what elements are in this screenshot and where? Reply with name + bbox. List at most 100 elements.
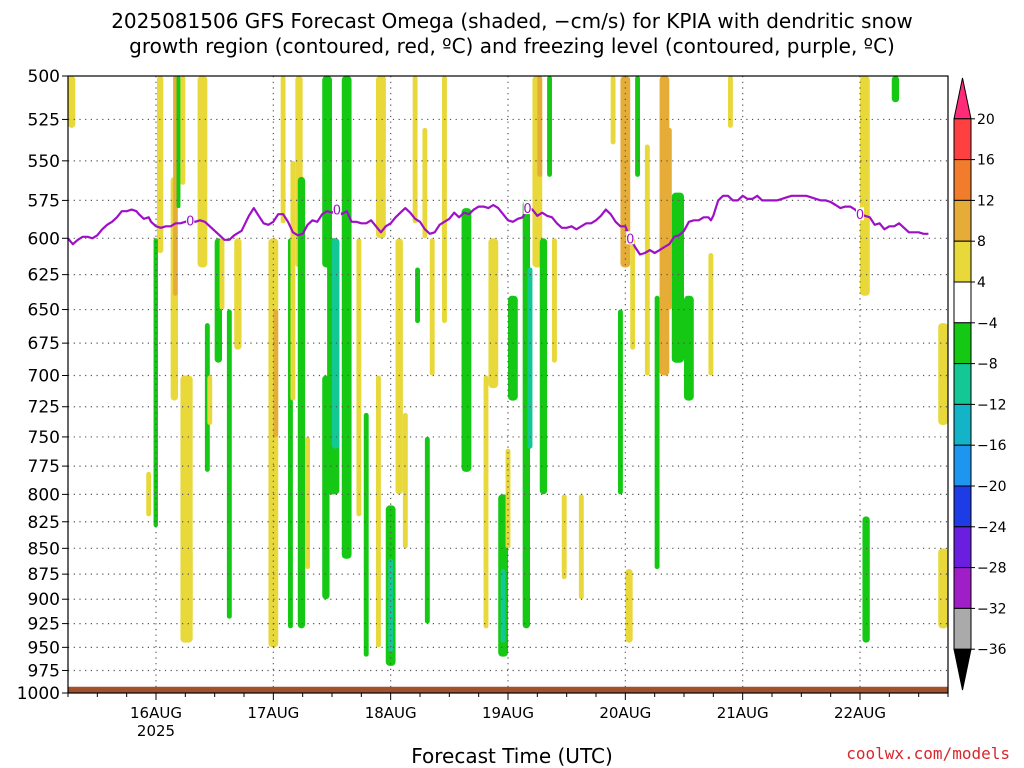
- source-credit: coolwx.com/models: [846, 744, 1010, 763]
- freezing-label-bg: [186, 213, 195, 227]
- x-tick-label: 22AUG: [834, 704, 886, 722]
- omega-cell: [483, 375, 489, 629]
- colorbar-segment: [953, 322, 972, 365]
- omega-cell: [415, 267, 420, 324]
- omega-cell: [376, 375, 381, 648]
- omega-cell: [273, 309, 279, 437]
- y-tick-label: 575: [28, 191, 60, 211]
- colorbar-segment: [953, 118, 972, 161]
- y-tick-label: 900: [28, 590, 60, 610]
- omega-colorbar: 20 16 12 8 4 −4 −8 −12 −16 −20 −24 −28 −32 −36: [953, 77, 1007, 691]
- colorbar-label: −12: [977, 397, 1007, 413]
- omega-cell: [180, 76, 186, 185]
- omega-cell: [500, 569, 506, 643]
- omega-cell: [156, 76, 164, 254]
- colorbar-label: −16: [977, 438, 1007, 454]
- omega-cell: [380, 76, 386, 145]
- omega-cell: [537, 76, 543, 177]
- omega-cell: [356, 238, 362, 517]
- omega-shading-layer: [68, 76, 948, 666]
- omega-cell: [153, 238, 158, 528]
- omega-cell: [176, 76, 181, 209]
- omega-cell: [547, 76, 552, 177]
- omega-cell: [644, 144, 650, 376]
- freezing-label-bg: [626, 231, 635, 245]
- omega-cell: [268, 238, 279, 648]
- omega-cell: [666, 127, 672, 310]
- colorbar-bottom-arrow: [953, 648, 972, 691]
- omega-cell: [891, 76, 900, 103]
- colorbar-label: −36: [977, 642, 1007, 658]
- omega-cell: [654, 295, 660, 570]
- omega-cell: [630, 238, 636, 350]
- colorbar-label: 16: [977, 153, 995, 169]
- colorbar-segment: [953, 485, 972, 528]
- omega-cell: [395, 238, 403, 495]
- x-tick-label: 21AUG: [717, 704, 769, 722]
- omega-cell: [429, 238, 435, 376]
- omega-cell: [219, 238, 225, 310]
- colorbar-segment: [953, 526, 972, 569]
- y-tick-label: 700: [28, 367, 60, 387]
- omega-cell: [860, 76, 870, 296]
- pressure-axis: 500 525 550 575 600 625 650 675 700 725 750 775 800 8…: [17, 67, 68, 704]
- x-axis-label: Forecast Time (UTC): [411, 744, 613, 768]
- omega-cell: [552, 238, 557, 363]
- omega-cell: [938, 323, 948, 425]
- omega-cell: [305, 436, 310, 570]
- x-tick-label: 17AUG: [247, 704, 299, 722]
- colorbar-segment: [953, 607, 972, 650]
- omega-cell: [322, 76, 332, 268]
- y-tick-label: 725: [28, 398, 60, 418]
- freezing-level-label: 0: [186, 214, 194, 229]
- omega-cell: [68, 76, 76, 128]
- y-tick-label: 825: [28, 513, 60, 533]
- omega-cell: [226, 309, 232, 619]
- y-tick-label: 525: [28, 110, 60, 130]
- omega-cell: [508, 295, 518, 401]
- omega-cell: [234, 238, 242, 350]
- y-tick-label: 625: [28, 266, 60, 286]
- freezing-level-label: 0: [333, 204, 341, 219]
- omega-cell: [527, 267, 533, 449]
- omega-cell: [618, 309, 623, 495]
- omega-cell: [461, 208, 472, 472]
- colorbar-segment: [953, 199, 972, 242]
- omega-cell: [173, 76, 178, 296]
- omega-cell: [297, 176, 306, 629]
- colorbar-segment: [953, 281, 972, 324]
- y-tick-label: 850: [28, 539, 60, 559]
- omega-cell: [290, 160, 296, 401]
- y-tick-label: 600: [28, 229, 60, 249]
- x-tick-label: 16AUG: [130, 704, 182, 722]
- freezing-level-line: [67, 194, 929, 256]
- y-tick-label: 650: [28, 301, 60, 321]
- omega-cell: [363, 412, 369, 657]
- colorbar-label: −28: [977, 561, 1007, 577]
- omega-cell: [442, 76, 447, 324]
- omega-cell: [422, 127, 428, 239]
- freezing-level-contour: 0 0 0 0 0: [67, 194, 929, 256]
- colorbar-segment: [953, 159, 972, 201]
- terrain-band: [68, 686, 948, 693]
- grid-lines: [68, 76, 948, 693]
- omega-cell: [578, 494, 584, 600]
- omega-cell: [412, 76, 418, 224]
- x-tick-label: 18AUG: [365, 704, 417, 722]
- omega-cell: [938, 548, 948, 629]
- omega-cell: [684, 295, 694, 401]
- freezing-label-bg: [523, 201, 532, 215]
- omega-cell: [635, 76, 640, 177]
- x-tick-label: 20AUG: [599, 704, 651, 722]
- colorbar-label: 20: [977, 112, 995, 128]
- y-tick-label: 550: [28, 152, 60, 172]
- omega-cell: [488, 238, 499, 389]
- y-tick-label: 975: [28, 661, 60, 681]
- y-tick-label: 500: [28, 67, 60, 87]
- freezing-level-label: 0: [626, 232, 634, 247]
- omega-cell: [708, 253, 714, 376]
- colorbar-segment: [953, 240, 972, 283]
- omega-cell: [561, 494, 567, 580]
- colorbar-label: 12: [977, 193, 995, 209]
